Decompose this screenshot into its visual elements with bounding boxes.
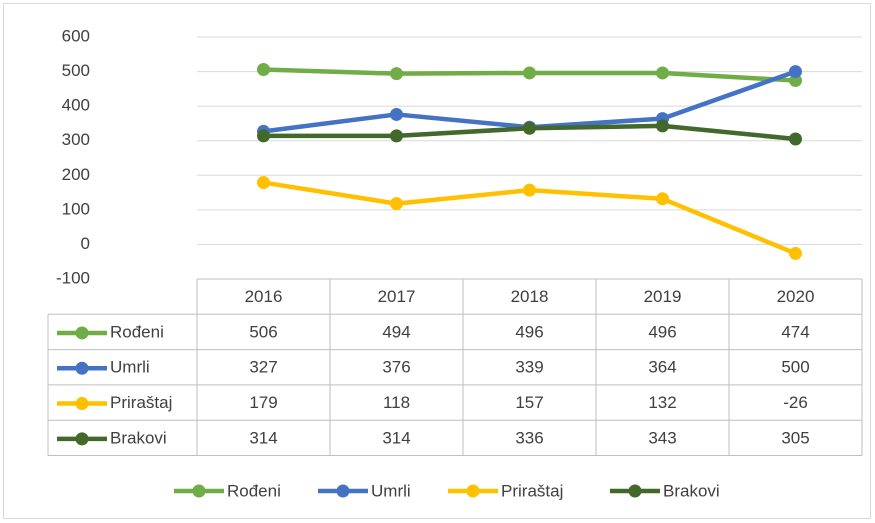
table-series-name: Rođeni — [110, 322, 164, 341]
marker — [789, 65, 802, 79]
table-cell: -26 — [783, 393, 808, 412]
table-cell: 496 — [648, 322, 676, 341]
marker — [656, 119, 669, 133]
table-series-name: Priraštaj — [110, 393, 172, 412]
x-tick-label: 2018 — [511, 287, 549, 306]
table-cell: 376 — [382, 358, 410, 377]
y-tick-label: 400 — [62, 96, 90, 115]
table-cell: 118 — [383, 393, 410, 412]
table-series-name: Brakovi — [110, 428, 167, 447]
table-legend-marker — [75, 397, 89, 411]
table-cell: 157 — [515, 393, 543, 412]
marker — [656, 66, 669, 80]
legend-legend-marker — [192, 484, 206, 498]
table-cell: 336 — [515, 428, 543, 447]
table-legend-marker — [75, 432, 89, 446]
table-legend-marker — [75, 361, 89, 375]
y-tick-label: 0 — [81, 234, 90, 253]
marker — [390, 129, 403, 143]
legend-legend-marker — [336, 484, 350, 498]
y-tick-label: 100 — [62, 199, 90, 218]
table-cell: 314 — [382, 428, 410, 447]
table-cell: 132 — [648, 393, 676, 412]
table-cell: 314 — [249, 428, 277, 447]
table-cell: 343 — [648, 428, 676, 447]
marker — [390, 67, 403, 81]
marker — [656, 192, 669, 206]
y-tick-label: 500 — [62, 61, 90, 80]
x-tick-label: 2017 — [378, 287, 416, 306]
marker — [523, 183, 536, 197]
table-cell: 179 — [249, 393, 277, 412]
marker — [390, 107, 403, 121]
legend-label: Rođeni — [227, 481, 281, 500]
marker — [257, 129, 270, 143]
y-tick-label: 600 — [62, 26, 90, 45]
marker — [257, 62, 270, 76]
marker — [257, 176, 270, 190]
table-cell: 496 — [515, 322, 543, 341]
table-legend-marker — [75, 326, 89, 340]
marker — [789, 74, 802, 88]
table-cell: 364 — [648, 358, 676, 377]
table-cell: 494 — [382, 322, 410, 341]
table-cell: 327 — [249, 358, 277, 377]
y-tick-label: -100 — [56, 268, 90, 287]
legend-label: Umrli — [371, 481, 411, 500]
x-tick-label: 2016 — [245, 287, 283, 306]
legend-label: Brakovi — [663, 481, 720, 500]
legend-label: Priraštaj — [501, 481, 563, 500]
table-cell: 500 — [781, 358, 809, 377]
table-cell: 506 — [249, 322, 277, 341]
legend-legend-marker — [466, 484, 480, 498]
legend-legend-marker — [628, 484, 642, 498]
marker — [523, 66, 536, 80]
y-tick-label: 300 — [62, 130, 90, 149]
table-series-name: Umrli — [110, 358, 150, 377]
x-tick-label: 2019 — [644, 287, 682, 306]
table-cell: 474 — [781, 322, 809, 341]
y-tick-label: 200 — [62, 165, 90, 184]
marker — [789, 132, 802, 146]
marker — [390, 197, 403, 211]
marker — [523, 121, 536, 135]
marker — [789, 246, 802, 260]
x-tick-label: 2020 — [777, 287, 815, 306]
chart-border — [3, 3, 871, 519]
table-cell: 339 — [515, 358, 543, 377]
table-cell: 305 — [781, 428, 809, 447]
